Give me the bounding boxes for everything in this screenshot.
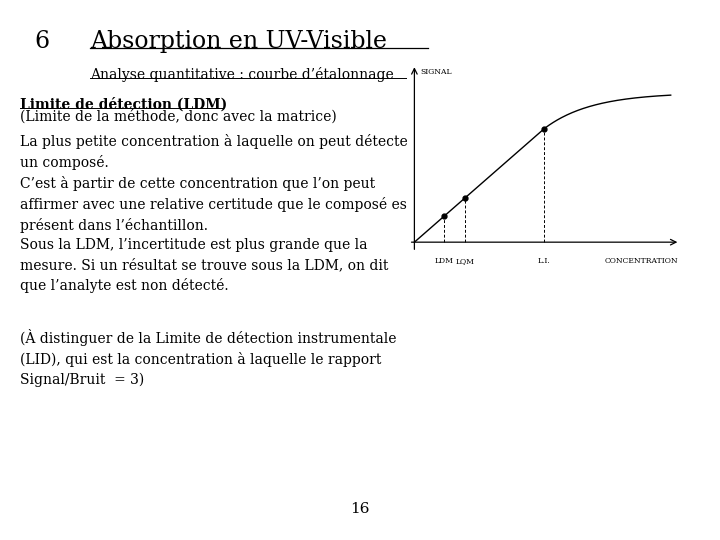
- Text: (À distinguer de la Limite de détection instrumentale
(LID), qui est la concentr: (À distinguer de la Limite de détection …: [20, 329, 397, 388]
- Text: CONCENTRATION: CONCENTRATION: [605, 257, 678, 265]
- Text: L.I.: L.I.: [537, 257, 550, 265]
- Text: (Limite de la méthode, donc avec la matrice): (Limite de la méthode, donc avec la matr…: [20, 109, 337, 124]
- Text: LQM: LQM: [455, 257, 474, 265]
- Text: Absorption en UV-Visible: Absorption en UV-Visible: [90, 30, 387, 53]
- Text: 16: 16: [350, 502, 370, 516]
- Text: SIGNAL: SIGNAL: [420, 68, 451, 76]
- Text: La plus petite concentration à laquelle on peut détecter
un composé.
C’est à par: La plus petite concentration à laquelle …: [20, 134, 415, 293]
- Text: LDM: LDM: [434, 257, 454, 265]
- Text: Analyse quantitative : courbe d’étalonnage: Analyse quantitative : courbe d’étalonna…: [90, 68, 394, 83]
- Text: 6: 6: [35, 30, 50, 53]
- Text: Limite de détection (LDM): Limite de détection (LDM): [20, 97, 228, 112]
